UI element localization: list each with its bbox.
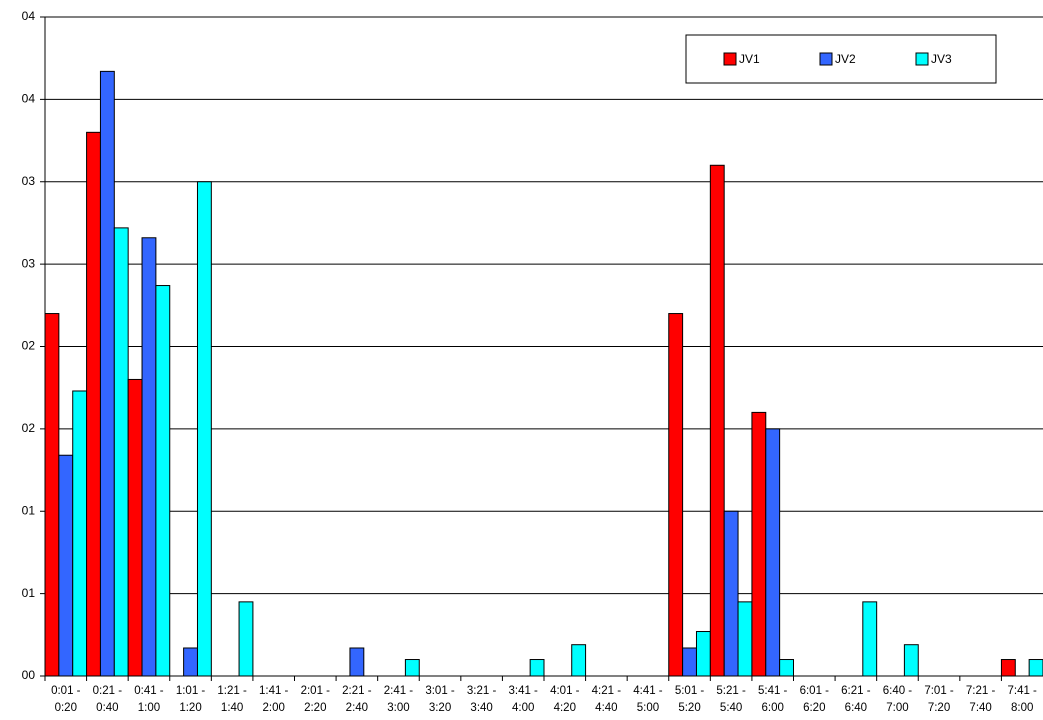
y-tick-label: 03: [22, 174, 36, 188]
bar: [779, 659, 795, 677]
bar: [141, 237, 157, 677]
bar: [155, 285, 171, 677]
legend-swatch: [723, 52, 737, 66]
bar: [196, 181, 212, 677]
x-tick-label: 5:21 - 5:40: [716, 685, 746, 714]
x-tick-label: 1:21 - 1:40: [217, 685, 247, 714]
x-tick-label: 0:41 - 1:00: [134, 685, 164, 714]
legend-label: JV3: [931, 52, 952, 66]
x-tick-label: 4:41 - 5:00: [633, 685, 663, 714]
bar: [44, 313, 60, 677]
bar: [862, 601, 878, 677]
bar: [723, 510, 739, 677]
y-tick-label: 02: [22, 339, 36, 353]
bar: [709, 164, 725, 677]
y-tick-label: 04: [22, 9, 36, 23]
x-tick-label: 1:41 - 2:00: [258, 685, 289, 714]
x-tick-label: 7:01 - 7:20: [924, 685, 954, 714]
x-tick-label: 3:01 - 3:20: [425, 685, 455, 714]
bar: [903, 644, 919, 677]
bar: [183, 647, 198, 677]
bar: [113, 227, 129, 677]
bar: [751, 411, 767, 677]
legend-swatch: [819, 52, 833, 66]
bar: [349, 647, 365, 677]
x-tick-label: 3:21 - 3:40: [466, 685, 497, 714]
x-tick-label: 7:41 - 8:00: [1007, 685, 1037, 714]
bar: [86, 131, 101, 677]
x-tick-label: 2:41 - 3:00: [383, 685, 414, 714]
x-tick-label: 3:41 - 4:00: [508, 685, 538, 714]
x-tick-label: 6:21 - 6:40: [841, 685, 871, 714]
legend-swatch: [915, 52, 929, 66]
x-tick-label: 6:01 - 6:20: [799, 685, 829, 714]
bar: [238, 601, 254, 677]
y-tick-label: 04: [22, 92, 36, 106]
bar: [668, 313, 684, 677]
bar: [404, 659, 420, 677]
x-tick-label: 0:21 - 0:40: [92, 685, 123, 714]
bar: [99, 70, 115, 677]
bar: [127, 378, 143, 677]
x-tick-label: 4:01 - 4:20: [550, 685, 580, 714]
y-tick-label: 03: [22, 256, 36, 270]
x-tick-label: 7:21 - 7:40: [965, 685, 996, 714]
bar: [529, 659, 545, 677]
y-tick-label: 01: [22, 586, 36, 600]
x-tick-label: 6:40 - 7:00: [882, 685, 913, 714]
legend-box: [685, 34, 997, 84]
y-tick-label: 00: [22, 668, 36, 682]
bar: [58, 454, 74, 677]
y-tick-label: 02: [22, 421, 36, 435]
x-tick-label: 5:01 - 5:20: [674, 685, 705, 714]
x-tick-label: 0:01 - 0:20: [51, 685, 81, 714]
x-tick-label: 5:41 - 6:00: [757, 685, 788, 714]
bar: [1028, 659, 1043, 677]
x-tick-label: 4:21 - 4:40: [591, 685, 622, 714]
bar: [72, 390, 88, 677]
bar: [571, 644, 587, 677]
x-tick-label: 1:01 - 1:20: [175, 685, 206, 714]
legend-label: JV2: [835, 52, 856, 66]
x-tick-label: 2:21 - 2:40: [342, 685, 372, 714]
bar: [1000, 659, 1016, 677]
bar: [695, 631, 711, 677]
legend-label: JV1: [739, 52, 760, 66]
y-tick-label: 01: [22, 503, 36, 517]
bar: [737, 601, 753, 677]
bar: [765, 428, 781, 677]
bar: [682, 647, 697, 677]
x-tick-label: 2:01 - 2:20: [300, 685, 330, 714]
